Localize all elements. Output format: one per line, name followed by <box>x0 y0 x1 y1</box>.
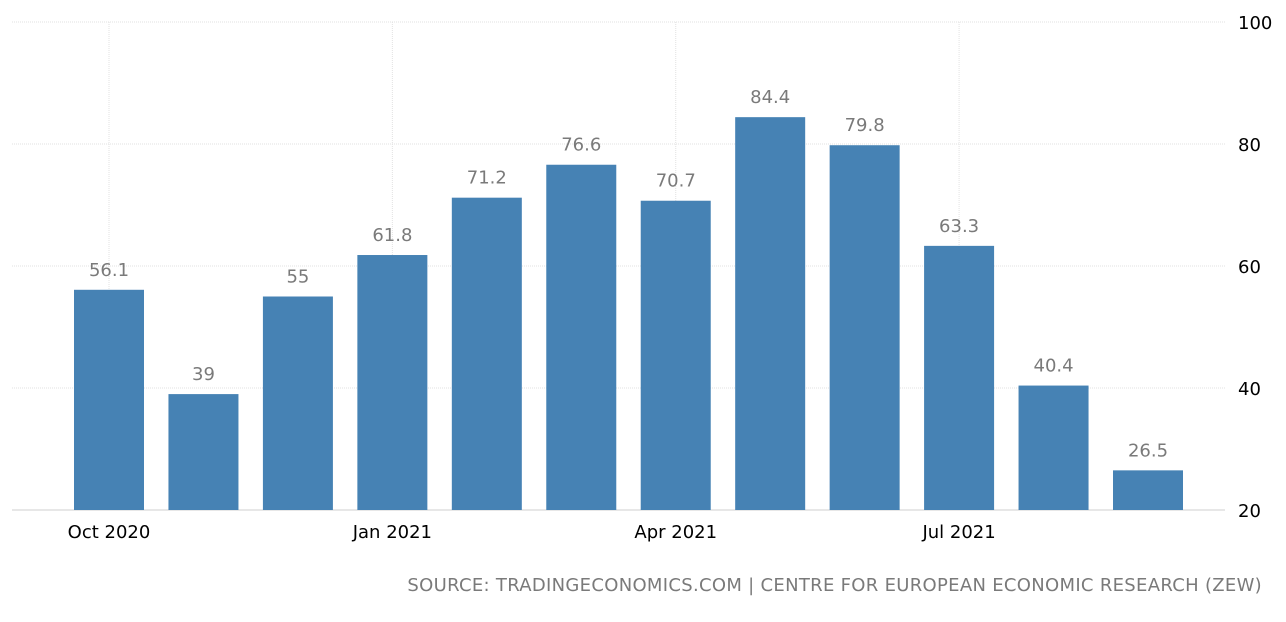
x-tick-label: Apr 2021 <box>634 522 717 543</box>
bar <box>262 296 333 510</box>
x-tick-label: Jul 2021 <box>921 522 995 543</box>
bar <box>1113 470 1183 510</box>
data-label: 26.5 <box>1128 440 1168 461</box>
x-tick-label: Jan 2021 <box>352 522 432 543</box>
data-label: 56.1 <box>89 260 129 281</box>
bars <box>74 117 1183 511</box>
x-axis: Oct 2020 Jan 2021 Apr 2021 Jul 2021 <box>68 522 996 543</box>
y-tick-label: 20 <box>1238 501 1261 522</box>
bar <box>546 164 617 511</box>
bar <box>74 289 144 510</box>
bar <box>640 200 711 511</box>
bar <box>924 245 995 510</box>
data-label: 40.4 <box>1034 356 1074 377</box>
y-tick-label: 40 <box>1238 379 1261 400</box>
data-label: 39 <box>192 364 215 385</box>
data-label: 84.4 <box>750 87 790 108</box>
y-tick-label: 80 <box>1238 135 1261 156</box>
source-note: SOURCE: TRADINGECONOMICS.COM | CENTRE FO… <box>407 575 1262 596</box>
data-label: 63.3 <box>939 216 979 237</box>
data-label: 79.8 <box>845 115 885 136</box>
data-label: 61.8 <box>372 225 412 246</box>
y-tick-label: 100 <box>1238 13 1272 34</box>
bar <box>1018 385 1089 510</box>
data-label: 70.7 <box>656 171 696 192</box>
data-label: 76.6 <box>561 135 601 156</box>
bar <box>357 255 428 510</box>
value-labels: 56.1 39 55 61.8 71.2 76.6 70.7 84.4 79.8 63.3 40.4… <box>89 87 1168 461</box>
bar-chart: 56.1 39 55 61.8 71.2 76.6 70.7 84.4 79.8 63.3 40.4… <box>12 13 1272 543</box>
data-label: 55 <box>286 267 309 288</box>
bar <box>451 197 522 510</box>
y-tick-label: 60 <box>1238 257 1261 278</box>
bar <box>735 117 806 510</box>
y-axis: 20 40 60 80 100 <box>1238 13 1272 522</box>
bar <box>829 145 900 510</box>
bar <box>168 394 239 510</box>
data-label: 71.2 <box>467 168 507 189</box>
x-tick-label: Oct 2020 <box>68 522 151 543</box>
